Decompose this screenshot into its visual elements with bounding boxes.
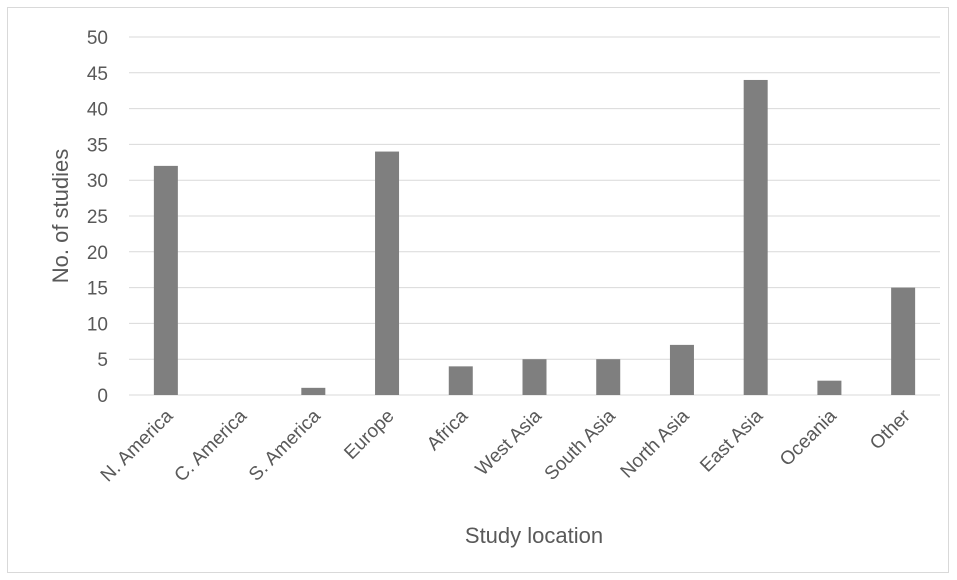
bar — [448, 366, 473, 395]
y-tick-label: 5 — [97, 350, 108, 371]
y-axis-label: No. of studies — [48, 149, 73, 284]
x-tick-label: South Asia — [541, 405, 620, 484]
y-tick-label: 15 — [87, 279, 108, 300]
bar — [375, 151, 400, 395]
bars — [153, 79, 916, 396]
y-tick-label: 45 — [87, 64, 108, 85]
y-tick-label: 0 — [97, 386, 108, 407]
y-tick-label: 40 — [87, 100, 108, 121]
x-tick-label: Africa — [423, 405, 472, 454]
x-axis-label: Study location — [465, 523, 603, 548]
y-tick-label: 20 — [87, 243, 108, 264]
gridlines — [129, 36, 940, 396]
y-tick-label: 35 — [87, 135, 108, 156]
y-tick-label: 10 — [87, 314, 108, 335]
bar — [301, 387, 326, 395]
x-tick-label: Other — [866, 405, 915, 454]
y-tick-labels: 0 5 10 15 20 25 30 35 40 45 50 — [87, 28, 108, 407]
bar — [153, 165, 178, 395]
bar — [743, 79, 768, 396]
x-tick-label: Europe — [340, 406, 398, 464]
x-tick-label: East Asia — [696, 405, 767, 476]
x-tick-label: Oceania — [776, 405, 841, 470]
bar — [669, 344, 694, 395]
bar — [891, 287, 916, 395]
y-tick-label: 50 — [87, 28, 108, 49]
y-tick-label: 25 — [87, 207, 108, 228]
x-tick-label: C. America — [171, 405, 252, 486]
bar — [817, 380, 842, 395]
x-tick-label: S. America — [245, 405, 325, 485]
bar — [596, 359, 621, 395]
x-tick-label: North Asia — [617, 405, 694, 482]
x-tick-label: N. America — [97, 405, 178, 486]
x-tick-label: West Asia — [472, 405, 547, 480]
y-tick-label: 30 — [87, 171, 108, 192]
bar — [522, 359, 547, 395]
